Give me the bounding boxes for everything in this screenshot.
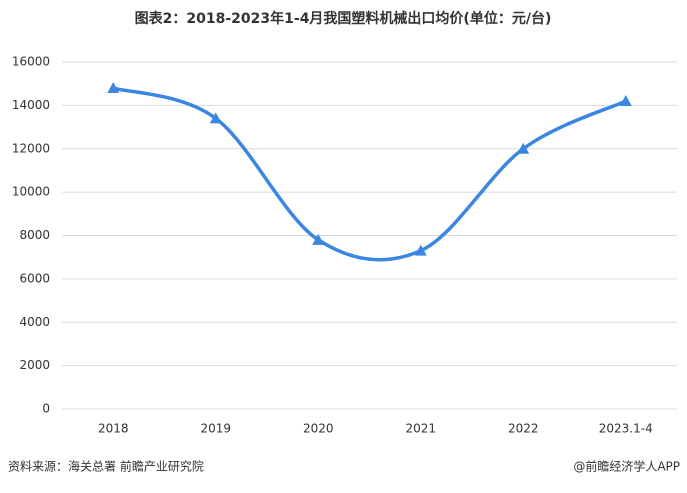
y-tick-label: 6000 bbox=[19, 271, 50, 285]
marker bbox=[312, 233, 325, 245]
y-tick-label: 8000 bbox=[19, 228, 50, 242]
x-tick-label: 2022 bbox=[508, 422, 539, 436]
chart-title: 图表2：2018-2023年1-4月我国塑料机械出口均价(单位：元/台) bbox=[135, 10, 552, 27]
x-tick-label: 2021 bbox=[405, 422, 436, 436]
y-tick-label: 14000 bbox=[12, 98, 50, 112]
marker bbox=[107, 82, 120, 94]
x-tick-label: 2018 bbox=[98, 422, 129, 436]
y-tick-label: 12000 bbox=[12, 141, 50, 155]
y-tick-label: 16000 bbox=[12, 55, 50, 69]
y-tick-label: 4000 bbox=[19, 315, 50, 329]
marker bbox=[209, 112, 222, 124]
x-tick-label: 2023.1-4 bbox=[599, 422, 653, 436]
y-tick-label: 0 bbox=[42, 402, 50, 416]
line bbox=[112, 86, 627, 262]
x-tick-label: 2020 bbox=[303, 422, 334, 436]
y-tick-label: 10000 bbox=[12, 185, 50, 199]
marker bbox=[414, 244, 427, 256]
y-tick-label: 2000 bbox=[19, 358, 50, 372]
x-tick-label: 2019 bbox=[200, 422, 231, 436]
marker bbox=[517, 142, 530, 154]
marker bbox=[619, 95, 632, 107]
credit-note: @前瞻经济学人APP bbox=[573, 459, 680, 474]
source-note: 资料来源：海关总署 前瞻产业研究院 bbox=[8, 459, 204, 474]
